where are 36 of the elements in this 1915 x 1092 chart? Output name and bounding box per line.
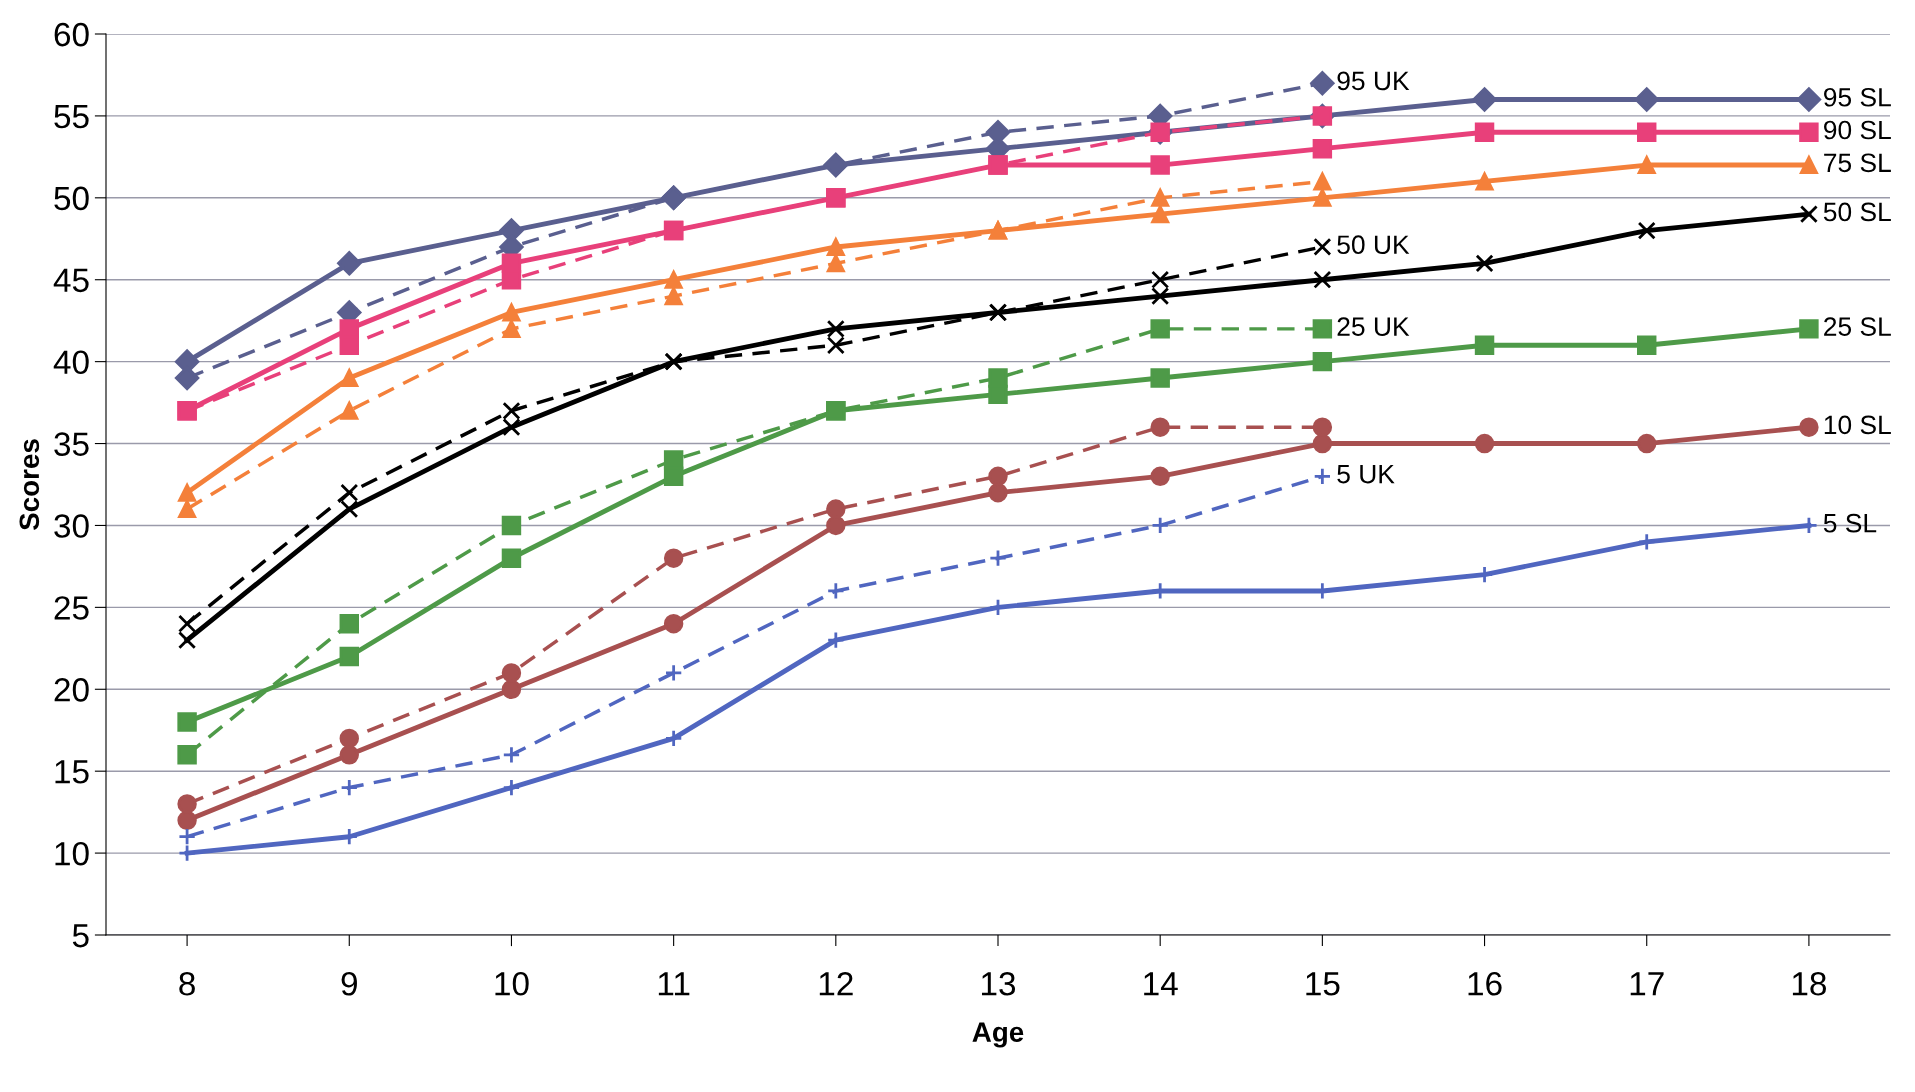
y-tick-label: 15 (55, 760, 89, 784)
series-label: 50 UK (1337, 235, 1410, 255)
series-label: 10 SL (1824, 415, 1891, 435)
x-tick-label: 11 (658, 972, 690, 996)
y-axis-title: Scores (19, 439, 40, 531)
x-tick-label: 9 (341, 971, 357, 996)
x-tick-label: 16 (1468, 971, 1502, 996)
y-tick-label: 25 (54, 596, 89, 620)
series-label: 25 UK (1337, 317, 1410, 336)
x-tick-label: 10 (495, 971, 529, 996)
x-tick-label: 18 (1792, 971, 1826, 996)
y-tick-label: 55 (54, 105, 89, 129)
series-label: 95 UK (1337, 71, 1410, 91)
y-tick-label: 5 (72, 924, 89, 948)
x-tick-label: 8 (179, 971, 195, 996)
y-tick-label: 50 (54, 186, 89, 211)
series-label: 95 SL (1824, 87, 1891, 107)
series-label: 90 SL (1824, 120, 1891, 140)
y-tick-label: 45 (53, 268, 89, 293)
y-tick-label: 40 (53, 350, 89, 375)
x-tick-label: 14 (1144, 972, 1178, 996)
x-tick-label: 15 (1306, 972, 1340, 996)
series-label: 5 UK (1337, 464, 1395, 484)
y-tick-label: 10 (55, 841, 89, 866)
y-tick-label: 30 (54, 514, 89, 538)
y-tick-label: 60 (54, 22, 89, 47)
series-label: 5 SL (1823, 513, 1877, 533)
x-tick-label: 13 (982, 971, 1016, 996)
x-tick-label: 17 (1630, 972, 1664, 996)
series-label: 25 SL (1824, 317, 1891, 336)
x-axis-title: Age (972, 1022, 1024, 1048)
series-label: 75 SL (1824, 153, 1891, 173)
y-tick-label: 20 (54, 678, 89, 702)
y-tick-label: 35 (54, 432, 89, 456)
x-tick-label: 12 (819, 971, 853, 996)
series-label: 50 SL (1823, 202, 1891, 222)
